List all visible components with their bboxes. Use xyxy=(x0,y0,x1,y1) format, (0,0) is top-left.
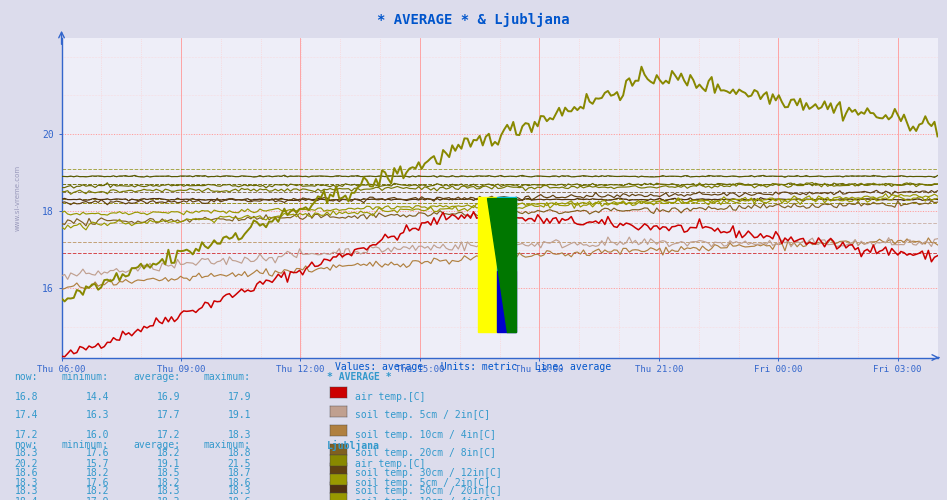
Text: 17.2: 17.2 xyxy=(14,430,38,440)
Text: Ljubljana: Ljubljana xyxy=(327,440,380,451)
Text: 18.2: 18.2 xyxy=(85,486,109,496)
Text: 16.9: 16.9 xyxy=(156,392,180,402)
Polygon shape xyxy=(488,198,516,332)
Text: minimum:: minimum: xyxy=(62,372,109,382)
Text: 18.2: 18.2 xyxy=(156,448,180,458)
Text: average:: average: xyxy=(133,372,180,382)
Text: 16.8: 16.8 xyxy=(14,392,38,402)
Text: 17.9: 17.9 xyxy=(85,497,109,500)
Bar xyxy=(497,272,516,332)
Text: 19.1: 19.1 xyxy=(227,410,251,420)
Text: now:: now: xyxy=(14,372,38,382)
Text: 17.6: 17.6 xyxy=(85,478,109,488)
Text: 18.2: 18.2 xyxy=(156,478,180,488)
Bar xyxy=(477,198,497,332)
Text: maximum:: maximum: xyxy=(204,372,251,382)
Text: 16.3: 16.3 xyxy=(85,410,109,420)
Text: 15.7: 15.7 xyxy=(85,459,109,469)
Text: 18.3: 18.3 xyxy=(14,478,38,488)
Text: 18.6: 18.6 xyxy=(227,478,251,488)
Bar xyxy=(497,198,516,272)
Text: 18.4: 18.4 xyxy=(14,497,38,500)
Text: soil temp. 30cm / 12in[C]: soil temp. 30cm / 12in[C] xyxy=(355,468,502,477)
Text: minimum:: minimum: xyxy=(62,440,109,450)
Text: air temp.[C]: air temp.[C] xyxy=(355,392,425,402)
Text: 14.4: 14.4 xyxy=(85,392,109,402)
Text: soil temp. 10cm / 4in[C]: soil temp. 10cm / 4in[C] xyxy=(355,430,496,440)
Text: 17.4: 17.4 xyxy=(14,410,38,420)
Text: 18.6: 18.6 xyxy=(14,468,38,477)
Text: 17.2: 17.2 xyxy=(156,430,180,440)
Text: 18.8: 18.8 xyxy=(227,448,251,458)
Text: 21.5: 21.5 xyxy=(227,459,251,469)
Text: 18.3: 18.3 xyxy=(156,486,180,496)
Text: 18.3: 18.3 xyxy=(14,486,38,496)
Text: 17.9: 17.9 xyxy=(227,392,251,402)
Text: 18.3: 18.3 xyxy=(227,430,251,440)
Text: 20.2: 20.2 xyxy=(14,459,38,469)
Text: soil temp. 20cm / 8in[C]: soil temp. 20cm / 8in[C] xyxy=(355,448,496,458)
Text: soil temp. 5cm / 2in[C]: soil temp. 5cm / 2in[C] xyxy=(355,410,491,420)
Text: maximum:: maximum: xyxy=(204,440,251,450)
Text: Values: average   Units: metric   Line: average: Values: average Units: metric Line: aver… xyxy=(335,362,612,372)
Text: www.si-vreme.com: www.si-vreme.com xyxy=(15,164,21,230)
Text: 17.7: 17.7 xyxy=(156,410,180,420)
Text: 18.6: 18.6 xyxy=(227,497,251,500)
Text: * AVERAGE * & Ljubljana: * AVERAGE * & Ljubljana xyxy=(377,12,570,26)
Text: 16.0: 16.0 xyxy=(85,430,109,440)
Text: 17.6: 17.6 xyxy=(85,448,109,458)
Text: 18.7: 18.7 xyxy=(227,468,251,477)
Text: * AVERAGE *: * AVERAGE * xyxy=(327,372,391,382)
Text: air temp.[C]: air temp.[C] xyxy=(355,459,425,469)
Text: 18.3: 18.3 xyxy=(156,497,180,500)
Text: soil temp. 50cm / 20in[C]: soil temp. 50cm / 20in[C] xyxy=(355,486,502,496)
Text: 18.2: 18.2 xyxy=(85,468,109,477)
Text: 19.1: 19.1 xyxy=(156,459,180,469)
Text: average:: average: xyxy=(133,440,180,450)
Text: 18.3: 18.3 xyxy=(14,448,38,458)
Text: 18.3: 18.3 xyxy=(227,486,251,496)
Text: soil temp. 5cm / 2in[C]: soil temp. 5cm / 2in[C] xyxy=(355,478,491,488)
Text: 18.5: 18.5 xyxy=(156,468,180,477)
Text: now:: now: xyxy=(14,440,38,450)
Text: soil temp. 10cm / 4in[C]: soil temp. 10cm / 4in[C] xyxy=(355,497,496,500)
